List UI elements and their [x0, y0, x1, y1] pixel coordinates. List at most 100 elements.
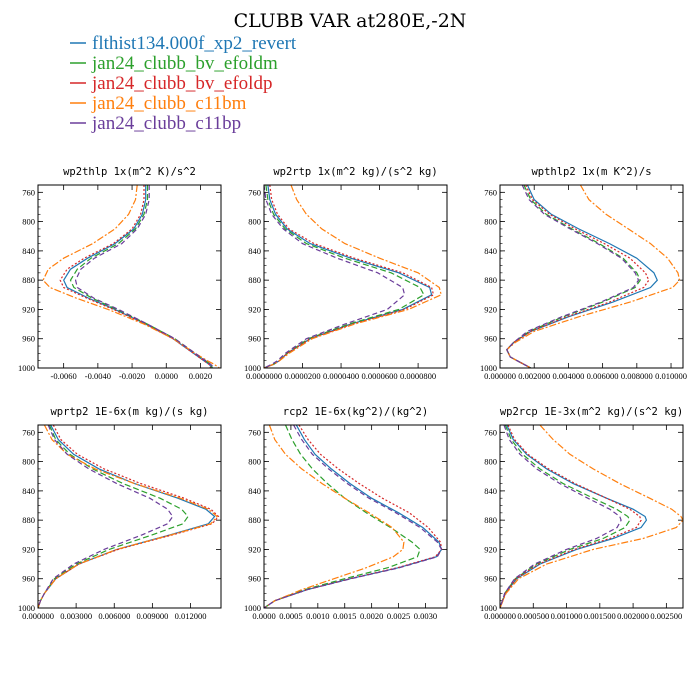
series-line: [264, 425, 421, 608]
series-line: [264, 425, 405, 608]
plot-frame: [499, 424, 684, 609]
x-tick-label: 0.006000: [98, 611, 130, 621]
series-line: [506, 185, 659, 368]
y-tick-label: 960: [484, 334, 497, 344]
y-tick-label: 800: [484, 457, 497, 467]
y-tick-label: 760: [22, 187, 35, 197]
legend-label: jan24_clubb_bv_efoldp: [91, 73, 272, 94]
x-tick-label: 0.0000400: [323, 371, 359, 381]
y-tick-label: 840: [484, 486, 497, 496]
x-tick-label: 0.0000000: [246, 371, 282, 381]
legend-label: jan24_clubb_c11bp: [91, 113, 241, 134]
x-tick-label: 0.0030: [414, 611, 437, 621]
y-tick-label: 960: [248, 334, 261, 344]
y-tick-label: 760: [484, 427, 497, 437]
y-tick-label: 920: [484, 304, 497, 314]
series-line: [506, 185, 641, 368]
y-tick-label: 760: [484, 187, 497, 197]
y-tick-label: 880: [484, 275, 497, 285]
series-line: [42, 185, 220, 368]
y-tick-label: 880: [248, 275, 261, 285]
x-tick-label: 0.004000: [552, 371, 584, 381]
x-tick-label: 0.0000200: [284, 371, 320, 381]
series-line: [38, 425, 174, 608]
series-line: [38, 425, 189, 608]
x-tick-label: -0.0060: [51, 371, 77, 381]
x-tick-label: 0.0025: [387, 611, 410, 621]
series-line: [506, 185, 650, 368]
y-tick-label: 880: [484, 515, 497, 525]
x-tick-label: 0.0005: [279, 611, 302, 621]
x-tick-label: 0.000500: [517, 611, 549, 621]
legend-label: flthist134.000f_xp2_revert: [92, 33, 297, 54]
x-tick-label: 0.003000: [60, 611, 92, 621]
series-line: [500, 425, 648, 608]
panel-title: wp2rtp 1x(m^2 kg)/(s^2 kg): [273, 166, 437, 178]
x-tick-label: 0.010000: [655, 371, 687, 381]
legend-label: jan24_clubb_c11bm: [91, 93, 247, 114]
x-tick-label: 0.009000: [136, 611, 168, 621]
series-line: [264, 425, 443, 608]
y-tick-label: 960: [22, 334, 35, 344]
series-line: [500, 425, 622, 608]
x-tick-label: 0.0020: [189, 371, 212, 381]
x-tick-label: 0.006000: [587, 371, 619, 381]
x-tick-label: 0.0000800: [400, 371, 436, 381]
y-tick-label: 760: [22, 427, 35, 437]
chart-panel: wp2rtp 1x(m^2 kg)/(s^2 kg) 760 800 840 880 92…: [244, 166, 448, 381]
x-tick-label: 0.001500: [584, 611, 616, 621]
series-line: [500, 425, 683, 608]
plot-frame: [37, 424, 222, 609]
y-tick-label: 1000: [244, 363, 261, 373]
x-tick-label: -0.0020: [119, 371, 145, 381]
series-line: [69, 185, 213, 368]
chart-panel: wpthlp2 1x(m K^2)/s 760 800 840 880 920 960 100…: [480, 166, 687, 381]
x-tick-label: 0.0000: [155, 371, 178, 381]
series-line: [38, 425, 220, 608]
x-tick-label: 0.0015: [333, 611, 356, 621]
plot-frame: [37, 184, 222, 369]
y-tick-label: 760: [248, 187, 261, 197]
series-line: [506, 185, 681, 368]
y-tick-label: 840: [484, 246, 497, 256]
series-line: [264, 425, 443, 608]
plot-frame: [263, 424, 448, 609]
series-line: [264, 185, 433, 368]
chart-panel: wp2rcp 1E-3x(m^2 kg)/(s^2 kg)760 800 840 88…: [480, 406, 684, 621]
y-tick-label: 840: [248, 246, 261, 256]
y-tick-label: 1000: [480, 603, 497, 613]
x-tick-label: 0.0010: [306, 611, 329, 621]
y-tick-label: 800: [22, 457, 35, 467]
y-tick-label: 840: [22, 246, 35, 256]
y-tick-label: 1000: [480, 363, 497, 373]
y-tick-label: 800: [248, 457, 261, 467]
y-tick-label: 920: [484, 544, 497, 554]
chart-panel: wprtp2 1E-6x(m kg)/(s kg) 760 800 840 880 920…: [18, 406, 222, 621]
series-line: [74, 185, 215, 368]
y-tick-label: 920: [22, 304, 35, 314]
y-tick-label: 840: [22, 486, 35, 496]
panels: wp2thlp 1x(m^2 K)/s^2 760 800 840 880 920 960 1…: [18, 166, 687, 621]
x-tick-label: 0.0000600: [362, 371, 398, 381]
y-tick-label: 960: [22, 574, 35, 584]
y-tick-label: 880: [22, 515, 35, 525]
x-tick-label: 0.000000: [484, 611, 516, 621]
series-line: [63, 185, 213, 368]
y-tick-label: 880: [22, 275, 35, 285]
y-tick-label: 960: [248, 574, 261, 584]
plot-frame: [499, 184, 684, 369]
y-tick-label: 1000: [18, 603, 35, 613]
y-tick-label: 840: [248, 486, 261, 496]
legend-label: jan24_clubb_bv_efoldm: [91, 53, 278, 74]
x-tick-label: 0.002000: [518, 371, 550, 381]
series-line: [38, 425, 216, 608]
x-tick-label: 0.000000: [484, 371, 516, 381]
panel-title: wpthlp2 1x(m K^2)/s: [531, 166, 651, 178]
y-tick-label: 920: [248, 304, 261, 314]
y-tick-label: 1000: [18, 363, 35, 373]
series-line: [500, 425, 631, 608]
y-tick-label: 760: [248, 427, 261, 437]
legend: flthist134.000f_xp2_revertjan24_clubb_bv…: [70, 33, 297, 134]
y-tick-label: 1000: [244, 603, 261, 613]
